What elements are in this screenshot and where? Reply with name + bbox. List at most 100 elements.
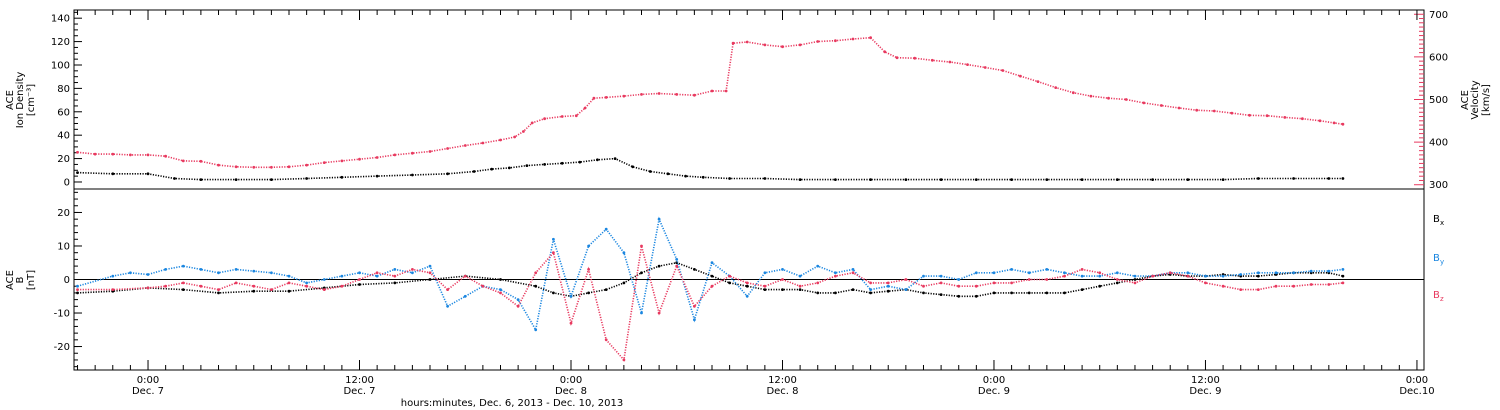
by-point [604, 227, 608, 231]
xtick-time: 12:00 [1191, 375, 1220, 386]
density-point [173, 177, 176, 180]
velocity-point [164, 154, 168, 158]
by-point [164, 268, 168, 271]
velocity-point [1248, 113, 1251, 117]
velocity-point [287, 165, 291, 169]
bz-point [939, 281, 943, 285]
ytick-label: -10 [54, 309, 70, 320]
by-point [76, 284, 79, 288]
density-point [1115, 178, 1119, 182]
density-point [1327, 177, 1331, 180]
by-point [1133, 274, 1137, 278]
bz-point [1341, 281, 1345, 285]
bx-point [781, 288, 784, 291]
velocity-point [463, 144, 467, 147]
by-point [428, 264, 432, 268]
by-point [534, 328, 538, 332]
by-point [552, 237, 555, 241]
velocity-point [252, 165, 256, 169]
bx-point [640, 271, 643, 275]
ytick-label: -20 [54, 342, 70, 353]
velocity-point [731, 41, 735, 45]
bz-point [728, 274, 731, 278]
bottom-ylabel-line1: ACE [5, 270, 16, 290]
velocity-point [234, 165, 238, 169]
by-point [393, 268, 397, 271]
density-point [507, 166, 511, 170]
density-point [525, 164, 529, 168]
by-point [710, 261, 714, 265]
by-point [1292, 271, 1295, 275]
ytick-label: 0 [64, 275, 70, 286]
bz-point [164, 284, 168, 288]
bz-point [763, 284, 767, 288]
bz-point [710, 284, 714, 288]
by-point [146, 273, 150, 276]
velocity-point [76, 150, 79, 154]
ytick-label: 10 [57, 241, 70, 252]
velocity-point [560, 115, 564, 118]
velocity-point [657, 92, 661, 95]
bz-point [798, 284, 802, 288]
bx-point [252, 289, 256, 293]
density-point [684, 174, 687, 178]
bz-point [1080, 268, 1084, 271]
velocity-point [1160, 104, 1163, 107]
legend-subscript: z [1440, 295, 1444, 303]
bz-point [393, 274, 397, 278]
bx-point [1115, 281, 1119, 285]
bz-point [305, 284, 308, 288]
bx-point [76, 291, 79, 295]
velocity-point [411, 151, 414, 155]
bz-point [552, 251, 555, 255]
bx-point [1045, 291, 1049, 295]
bz-point [1045, 278, 1049, 281]
bx-point [1133, 278, 1137, 281]
by-point [798, 274, 802, 278]
bx-point [745, 284, 749, 288]
velocity-point [1212, 109, 1216, 113]
bz-point [745, 281, 749, 285]
velocity-point [129, 153, 132, 157]
bx-point [957, 294, 961, 298]
velocity-point [583, 106, 587, 110]
velocity-point [966, 63, 969, 66]
density-point [340, 175, 344, 179]
bz-point [270, 288, 273, 291]
ytick-label: 20 [57, 208, 70, 219]
by-point [569, 294, 573, 298]
density-point [939, 178, 943, 182]
bz-point [587, 268, 590, 271]
xtick-time: 12:00 [768, 375, 797, 386]
velocity-point [358, 157, 361, 161]
bx-point [886, 289, 890, 293]
density-point [834, 178, 837, 182]
velocity-point [930, 58, 934, 62]
velocity-point [640, 93, 643, 96]
velocity-point [604, 96, 608, 99]
by-point [1045, 268, 1049, 271]
velocity-point [1177, 106, 1181, 110]
density-point [411, 173, 414, 177]
by-point [939, 274, 943, 278]
density-point [1080, 178, 1084, 182]
xtick-date: Dec.10 [1399, 386, 1434, 397]
velocity-point [675, 93, 679, 96]
by-point [340, 274, 344, 278]
by-point [252, 269, 256, 273]
bz-point [974, 284, 978, 288]
velocity-point [375, 156, 379, 159]
density-point [869, 178, 872, 182]
xtick-date: Dec. 8 [555, 386, 587, 397]
xtick-time: 0:00 [983, 375, 1005, 386]
bz-point [1115, 278, 1119, 281]
ytick-label: 20 [57, 154, 70, 165]
density-point [446, 172, 449, 176]
velocity-point [851, 37, 855, 41]
bz-point [1309, 283, 1313, 286]
xtick-time: 12:00 [345, 375, 374, 386]
ytick-label-right: 500 [1429, 95, 1448, 106]
by-point [1341, 268, 1345, 271]
